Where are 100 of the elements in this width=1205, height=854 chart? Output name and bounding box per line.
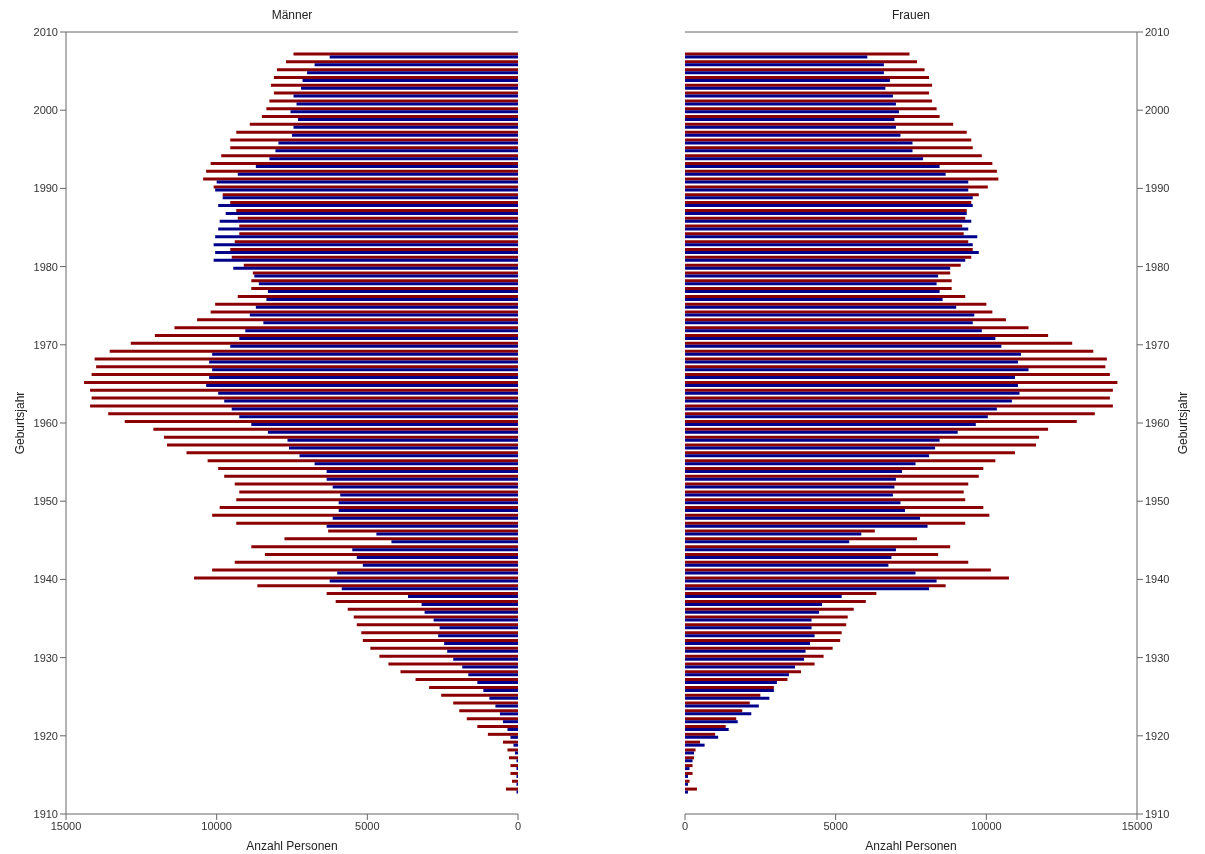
bar (685, 94, 893, 98)
bar (685, 678, 788, 682)
bar (685, 282, 937, 286)
bar (301, 86, 518, 90)
bar (234, 560, 518, 564)
bar (234, 240, 518, 244)
bar (213, 243, 518, 247)
bar (685, 122, 954, 126)
bar (338, 509, 518, 513)
bar (685, 146, 973, 150)
bar (685, 662, 815, 666)
bar (269, 157, 518, 161)
bar (466, 717, 518, 721)
bar (685, 63, 884, 67)
bar (685, 740, 701, 744)
bar (237, 172, 518, 176)
bar (230, 344, 518, 348)
bar (685, 271, 951, 275)
bar (685, 407, 997, 411)
bar (273, 75, 518, 79)
bar (266, 297, 518, 301)
y-tick-label: 1920 (33, 729, 58, 742)
bar (685, 263, 961, 267)
bar (237, 216, 518, 220)
bar (685, 579, 937, 583)
bar (186, 451, 518, 455)
bar (299, 454, 518, 458)
bar (329, 579, 518, 583)
bar (685, 232, 964, 236)
y-tick-label: 1940 (1145, 573, 1170, 586)
bar (433, 618, 518, 622)
bar (326, 477, 518, 481)
bar (326, 592, 518, 596)
bar (288, 446, 518, 450)
bar (258, 282, 518, 286)
bar (370, 646, 518, 650)
bar (685, 709, 743, 713)
bar (685, 524, 928, 528)
bar (263, 321, 518, 325)
bar (278, 141, 518, 145)
bar (685, 545, 951, 549)
bar (685, 352, 1021, 356)
bar (685, 247, 973, 251)
bar (219, 506, 518, 510)
bar (685, 474, 979, 478)
bar (685, 172, 946, 176)
bar (685, 180, 969, 184)
bar (685, 196, 973, 200)
bar (685, 383, 1018, 387)
bar (685, 701, 750, 705)
bar (685, 427, 1049, 431)
y-tick-label: 2000 (1145, 104, 1170, 117)
bar (221, 154, 518, 158)
bar (685, 185, 988, 189)
bar (685, 626, 812, 630)
y-tick-label: 1930 (1145, 651, 1170, 664)
bar (685, 235, 978, 239)
y-tick-label: 1980 (33, 260, 58, 273)
bar (495, 704, 518, 708)
bar (332, 485, 518, 489)
bar (251, 545, 518, 549)
bar (685, 107, 937, 111)
bar (685, 513, 990, 517)
bar (84, 380, 518, 384)
bar (335, 599, 518, 603)
bar (453, 701, 518, 705)
bar (511, 779, 518, 783)
bar (91, 396, 518, 400)
y-tick-label: 1990 (33, 182, 58, 195)
bar (296, 102, 518, 106)
bar (487, 732, 518, 736)
x-axis-title: Anzahl Personen (246, 839, 338, 853)
bar (239, 232, 518, 236)
bar (685, 55, 868, 59)
bar (685, 563, 889, 567)
bar (685, 451, 1015, 455)
bar (685, 396, 1110, 400)
bar (290, 110, 518, 114)
bar (109, 349, 518, 353)
bar (237, 294, 518, 298)
bar (685, 102, 896, 106)
bar (685, 321, 973, 325)
bar (400, 670, 518, 674)
bar (347, 607, 518, 611)
bar (314, 63, 518, 67)
bar (685, 243, 973, 247)
bar (329, 55, 518, 59)
bar (685, 68, 925, 72)
bar (326, 469, 518, 473)
bar (266, 107, 518, 111)
bar (499, 712, 518, 716)
bar (429, 685, 518, 689)
bar (216, 180, 518, 184)
bar (685, 154, 982, 158)
bar (685, 615, 848, 619)
bar (685, 133, 901, 137)
bar (438, 634, 518, 638)
bar (685, 459, 996, 463)
bar (298, 118, 518, 122)
bar (685, 341, 1073, 345)
